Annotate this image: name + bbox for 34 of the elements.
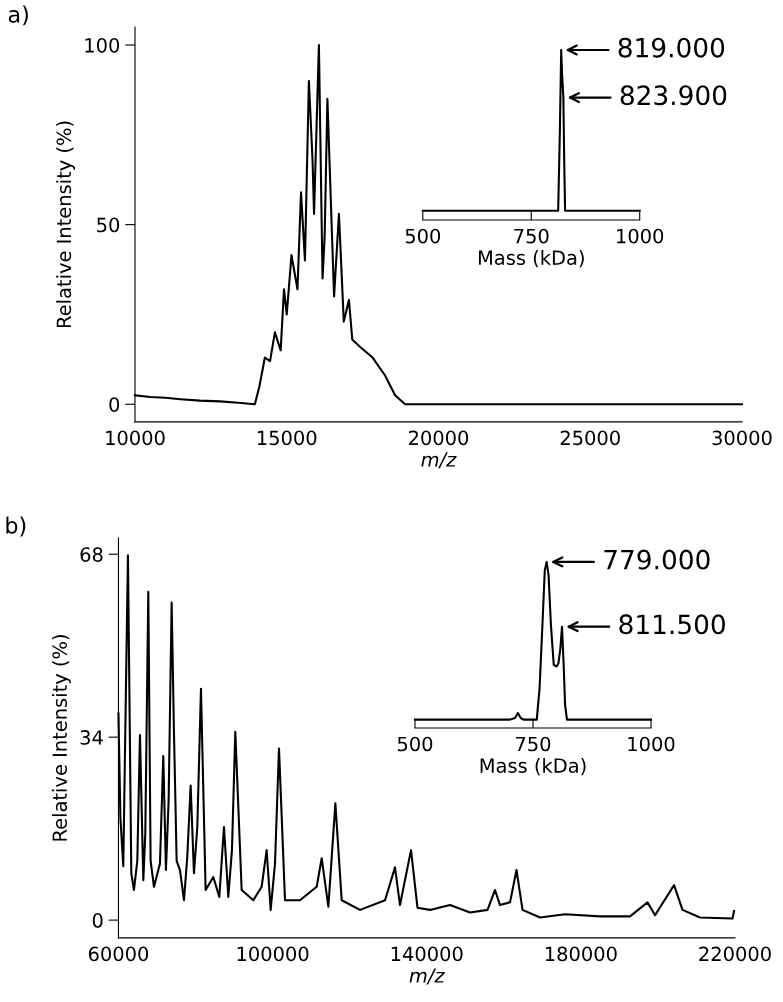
x-tick-label: 220000 [699,946,771,962]
x-tick-label: 1000 [617,228,664,244]
y-tick-label: 68 [80,547,103,562]
annotation: 811.500 [619,614,725,635]
x-axis-title: m/z [409,968,445,985]
x-tick-label: 500 [405,228,441,244]
x-tick-label: 25000 [560,430,620,446]
y-axis-title: Relative Intensity (%) [56,121,75,328]
y-axis-title: Relative Intensity (%) [51,635,71,841]
x-tick-label: 140000 [391,946,463,962]
x-tick-label: 10000 [106,430,165,446]
chart-title: a) [8,5,28,26]
y-tick-label: 0 [109,397,120,412]
x-tick-label: 750 [516,736,551,752]
annotation: 819.000 [618,37,725,58]
annotation: 823.900 [620,85,727,106]
y-tick-label: 34 [80,730,103,745]
annotation: 779.000 [604,549,710,570]
x-tick-label: 100000 [237,946,309,962]
y-tick-label: 50 [97,217,120,233]
x-tick-label: 20000 [408,430,469,446]
y-tick-label: 0 [92,913,103,928]
x-tick-label: 180000 [545,946,617,962]
x-tick-label: 500 [397,736,433,752]
x-axis-title: Mass (kDa) [480,757,586,776]
y-tick-label: 100 [85,37,120,53]
x-tick-label: 1000 [628,736,675,752]
x-axis-title: Mass (kDa) [478,249,584,268]
x-tick-label: 60000 [88,946,149,962]
x-axis-title: m/z [421,452,457,469]
x-tick-label: 30000 [712,430,772,446]
x-tick-label: 15000 [257,430,317,446]
x-tick-label: 750 [514,228,549,244]
chart-title: b) [6,516,26,537]
